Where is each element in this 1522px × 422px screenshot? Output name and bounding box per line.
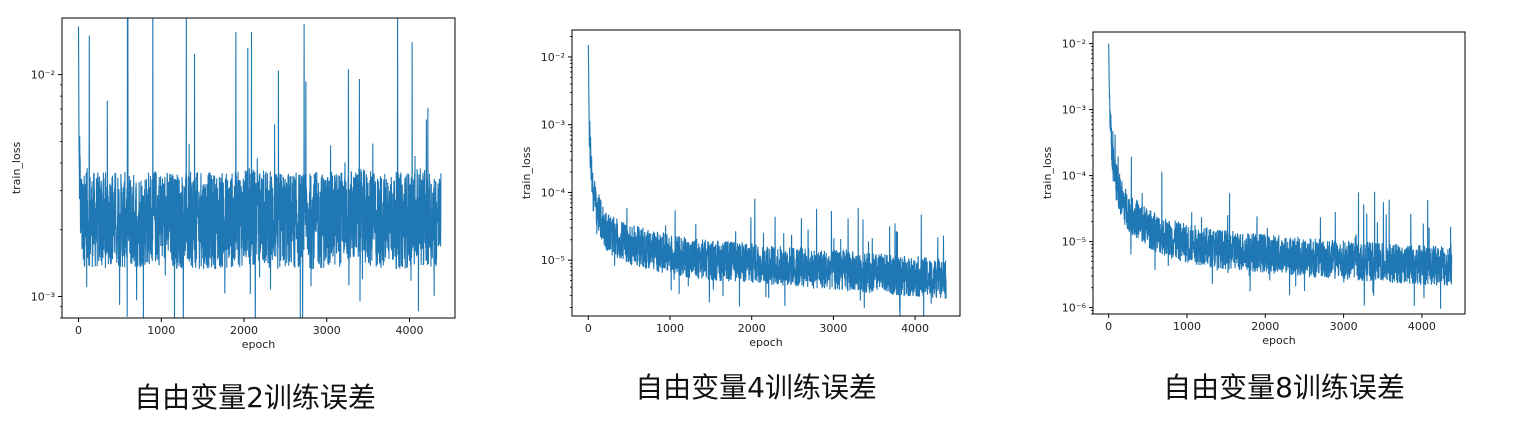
x-tick-label: 1000 [656,322,684,335]
chart-panel-1: 0 1000 2000 3000 4000 10⁻² 10⁻³ epoch train_loss [0,0,460,360]
x-tick-label: 2000 [1251,320,1279,333]
caption-1: 自由变量2训练误差 [134,381,376,414]
series-line-2 [587,44,947,316]
chart-panel-2: 0 1000 2000 3000 4000 10⁻² 10⁻³ 10⁻⁴ 10⁻⁵ epoch tr… [510,0,980,360]
y-tick-label: 10⁻³ [1062,104,1086,117]
x-tick-label: 3000 [1330,320,1358,333]
y-tick-label: 10⁻² [1062,38,1086,51]
axes-frame-3 [1092,31,1466,315]
y-tick-label: 10⁻⁴ [1062,170,1087,183]
x-tick-label: 2000 [230,324,258,337]
chart-svg-1: 0 1000 2000 3000 4000 10⁻² 10⁻³ epoch train_loss [10,17,456,351]
axes-frame-2 [571,29,961,317]
x-tick-label: 0 [75,324,82,337]
y-tick-label: 10⁻⁴ [541,186,566,199]
chart-svg-3: 0 1000 2000 3000 4000 10⁻² 10⁻³ 10⁻⁴ 10⁻⁵ 10⁻⁶ epo… [1041,31,1466,347]
y-tick-label: 10⁻² [541,51,565,64]
y-axis-label: train_loss [1041,147,1054,200]
caption-2: 自由变量4训练误差 [635,371,877,404]
x-tick-label: 4000 [395,324,423,337]
x-axis-label: epoch [1262,334,1296,347]
x-tick-label: 1000 [147,324,175,337]
axes-frame-1 [61,17,456,319]
caption-3: 自由变量8训练误差 [1163,371,1405,404]
x-tick-label: 4000 [1408,320,1436,333]
x-tick-label: 0 [585,322,592,335]
x-tick-label: 3000 [819,322,847,335]
y-tick-label: 10⁻³ [31,290,55,303]
series-line-3 [1108,43,1453,309]
y-axis-label: train_loss [10,142,23,195]
y-tick-label: 10⁻⁶ [1062,302,1087,315]
x-tick-label: 4000 [901,322,929,335]
x-tick-label: 0 [1105,320,1112,333]
chart-svg-2: 0 1000 2000 3000 4000 10⁻² 10⁻³ 10⁻⁴ 10⁻⁵ epoch tr… [520,29,961,349]
x-axis-label: epoch [749,336,783,349]
x-axis-label: epoch [242,338,276,351]
chart-panel-3: 0 1000 2000 3000 4000 10⁻² 10⁻³ 10⁻⁴ 10⁻⁵ 10⁻⁶ epo… [1035,0,1505,360]
y-tick-label: 10⁻² [31,69,55,82]
y-axis-label: train_loss [520,147,533,200]
y-tick-label: 10⁻⁵ [1062,236,1086,249]
y-tick-label: 10⁻⁵ [541,254,565,267]
series-line-1 [77,18,442,318]
y-tick-label: 10⁻³ [541,119,565,132]
x-tick-label: 2000 [738,322,766,335]
x-tick-label: 3000 [313,324,341,337]
x-tick-label: 1000 [1173,320,1201,333]
